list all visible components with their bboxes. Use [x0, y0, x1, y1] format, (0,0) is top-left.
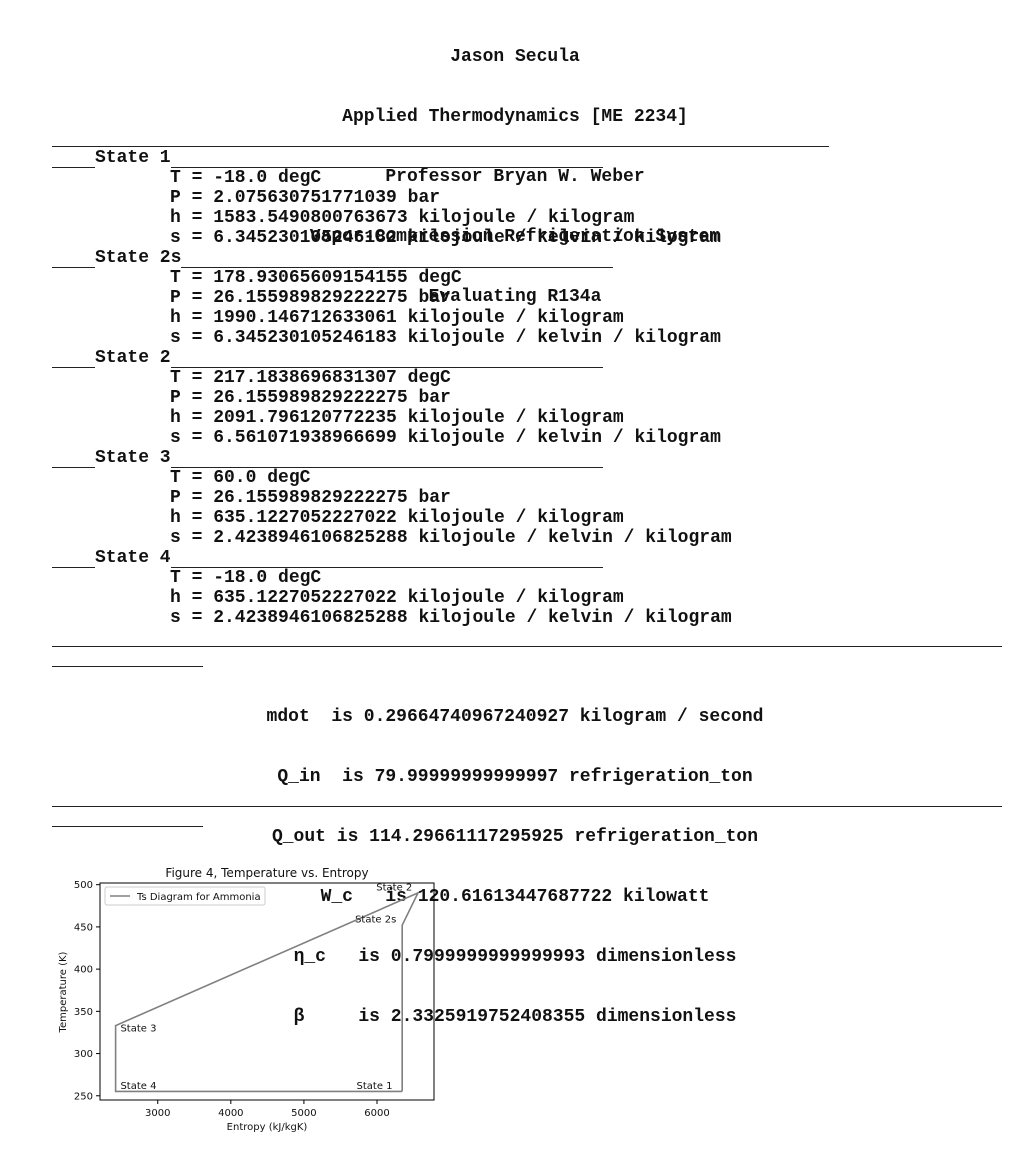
chart-title: Figure 4, Temperature vs. Entropy — [165, 866, 368, 880]
heat-in-result: Q_in is 79.99999999999997 refrigeration_… — [277, 767, 753, 787]
state-title-label: State 2s — [95, 248, 182, 268]
x-axis-label: Entropy (kJ/kgK) — [227, 1122, 308, 1133]
state-annotation: State 2s — [355, 915, 396, 926]
top-separator — [52, 146, 829, 147]
state-1-pressure: P = 2.075630751771039 bar — [170, 188, 441, 208]
state-2-entropy: s = 6.561071938966699 kilojoule / kelvin… — [170, 428, 721, 448]
report-header: Jason Secula Applied Thermodynamics [ME … — [0, 7, 1030, 327]
y-tick-label: 300 — [74, 1049, 93, 1060]
state-1-enthalpy: h = 1583.5490800763673 kilojoule / kilog… — [170, 208, 635, 228]
refrigerant-title: Evaluating R134a — [428, 287, 602, 307]
summary-separator-top — [52, 646, 1002, 647]
compressor-efficiency-result: η_c is 0.7999999999999993 dimensionless — [293, 947, 737, 967]
legend-box — [104, 886, 266, 906]
y-tick-label: 500 — [74, 880, 93, 891]
x-tick-label: 4000 — [218, 1108, 243, 1119]
state-3-temperature: T = 60.0 degC — [170, 468, 311, 488]
compressor-work-result: W_c is 120.61613447687722 kilowatt — [320, 887, 710, 907]
ts-diagram-figure: Figure 4, Temperature vs. Entropy 3000 40… — [50, 862, 450, 1147]
state-4-enthalpy: h = 635.1227052227022 kilojoule / kilogr… — [170, 588, 624, 608]
state-1-entropy: s = 6.345230105246182 kilojoule / kelvin… — [170, 228, 721, 248]
mass-flow-result: mdot is 0.29664740967240927 kilogram / s… — [266, 707, 764, 727]
y-tick-label: 250 — [74, 1091, 93, 1102]
axes-frame — [99, 882, 435, 1101]
results-summary: mdot is 0.29664740967240927 kilogram / s… — [0, 667, 1030, 1047]
plot-area: 3000 4000 5000 6000 250 300 350 400 450 500 State … — [74, 880, 435, 1119]
state-4-title: State 4 — [52, 548, 603, 568]
state-2-enthalpy: h = 2091.796120772235 kilojoule / kilogr… — [170, 408, 624, 428]
ts-diagram-chart: Figure 4, Temperature vs. Entropy 3000 40… — [58, 866, 435, 1133]
y-axis-label: Temperature (K) — [58, 951, 69, 1033]
state-1-temperature: T = -18.0 degC — [170, 168, 322, 188]
state-2s-temperature: T = 178.93065609154155 degC — [170, 268, 462, 288]
cop-result: β is 2.3325919752408355 dimensionless — [293, 1007, 737, 1027]
state-2-pressure: P = 26.155989829222275 bar — [170, 388, 451, 408]
summary-separator-bottom-wrap — [52, 826, 203, 827]
state-title-label: State 2 — [95, 348, 171, 368]
state-2-temperature: T = 217.1838696831307 degC — [170, 368, 451, 388]
heat-out-result: Q_out is 114.29661117295925 refrigeratio… — [271, 827, 759, 847]
state-3-entropy: s = 2.4238946106825288 kilojoule / kelvi… — [170, 528, 732, 548]
state-4-temperature: T = -18.0 degC — [170, 568, 322, 588]
state-2s-enthalpy: h = 1990.146712633061 kilojoule / kilogr… — [170, 308, 624, 328]
x-tick-label: 5000 — [291, 1108, 316, 1119]
x-tick-label: 3000 — [145, 1108, 170, 1119]
professor-name: Professor Bryan W. Weber — [385, 167, 645, 187]
state-annotation: State 2 — [376, 883, 412, 894]
x-tick-label: 6000 — [364, 1108, 389, 1119]
y-tick-label: 350 — [74, 1007, 93, 1018]
state-annotation: State 3 — [120, 1024, 156, 1035]
state-2s-title: State 2s — [52, 248, 614, 268]
state-3-enthalpy: h = 635.1227052227022 kilojoule / kilogr… — [170, 508, 624, 528]
state-3-pressure: P = 26.155989829222275 bar — [170, 488, 451, 508]
legend-label: Ts Diagram for Ammonia — [136, 892, 261, 903]
summary-separator-top-wrap — [52, 666, 203, 667]
course-title: Applied Thermodynamics [ME 2234] — [342, 107, 688, 127]
state-1-title: State 1 — [52, 148, 603, 168]
state-title-label: State 1 — [95, 148, 171, 168]
state-annotation: State 1 — [357, 1081, 393, 1092]
author-name: Jason Secula — [450, 47, 580, 67]
state-4-entropy: s = 2.4238946106825288 kilojoule / kelvi… — [170, 608, 732, 628]
series-line-0 — [114, 891, 420, 1093]
state-2s-entropy: s = 6.345230105246183 kilojoule / kelvin… — [170, 328, 721, 348]
state-annotation: State 4 — [120, 1081, 156, 1092]
summary-separator-bottom — [52, 806, 1002, 807]
state-2-title: State 2 — [52, 348, 603, 368]
system-title: Vapor-Compression Refrigeration System — [309, 227, 721, 247]
y-tick-label: 450 — [74, 922, 93, 933]
state-title-label: State 4 — [95, 548, 171, 568]
state-2s-pressure: P = 26.155989829222275 bar — [170, 288, 451, 308]
y-tick-label: 400 — [74, 965, 93, 976]
state-title-label: State 3 — [95, 448, 171, 468]
state-3-title: State 3 — [52, 448, 603, 468]
